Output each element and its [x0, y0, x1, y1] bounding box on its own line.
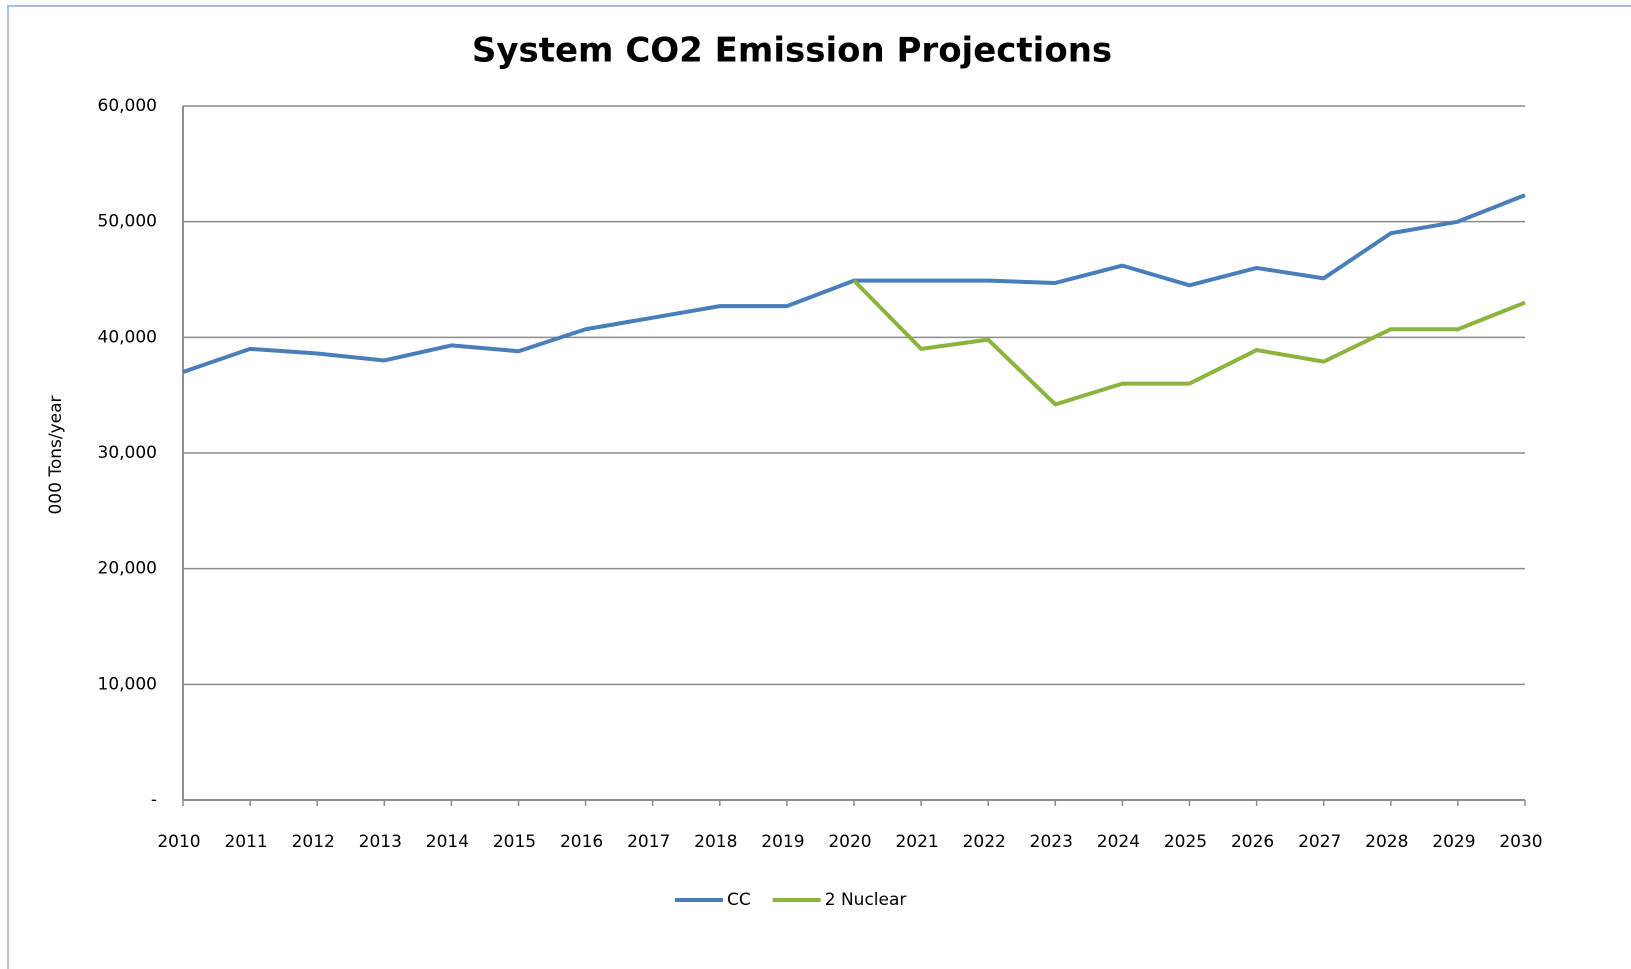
x-tick-label: 2019 [761, 832, 804, 852]
series-line [852, 279, 1526, 407]
legend-label: 2 Nuclear [825, 890, 907, 910]
x-tick-label: 2027 [1298, 832, 1341, 852]
chart-title: System CO2 Emission Projections [472, 31, 1112, 71]
y-axis-label: 000 Tons/year [46, 395, 66, 514]
chart-border [7, 5, 1631, 969]
y-tick-label: 40,000 [98, 327, 157, 347]
x-tick-label: 2022 [963, 832, 1006, 852]
x-tick-label: 2015 [493, 832, 536, 852]
x-tick-label: 2021 [895, 832, 938, 852]
x-tick-label: 2025 [1164, 832, 1207, 852]
y-tick-label: 30,000 [98, 443, 157, 463]
x-tick-label: 2018 [694, 832, 737, 852]
y-tick-label: - [151, 790, 157, 810]
x-tick-label: 2010 [157, 832, 200, 852]
x-tick-label: 2028 [1365, 832, 1408, 852]
x-tick-label: 2029 [1432, 832, 1475, 852]
y-tick-label: 50,000 [98, 212, 157, 232]
x-tick-label: 2013 [359, 832, 402, 852]
y-tick-label: 20,000 [98, 559, 157, 579]
x-tick-label: 2017 [627, 832, 670, 852]
x-tick-label: 2020 [828, 832, 871, 852]
x-tick-label: 2011 [224, 832, 267, 852]
x-tick-label: 2024 [1097, 832, 1140, 852]
x-tick-label: 2012 [292, 832, 335, 852]
y-tick-label: 60,000 [98, 96, 157, 116]
x-tick-label: 2023 [1030, 832, 1073, 852]
y-tick-label: 10,000 [98, 674, 157, 694]
x-tick-label: 2030 [1499, 832, 1542, 852]
legend-label: CC [727, 890, 751, 910]
x-tick-label: 2014 [426, 832, 469, 852]
x-tick-label: 2026 [1231, 832, 1274, 852]
x-tick-label: 2016 [560, 832, 603, 852]
